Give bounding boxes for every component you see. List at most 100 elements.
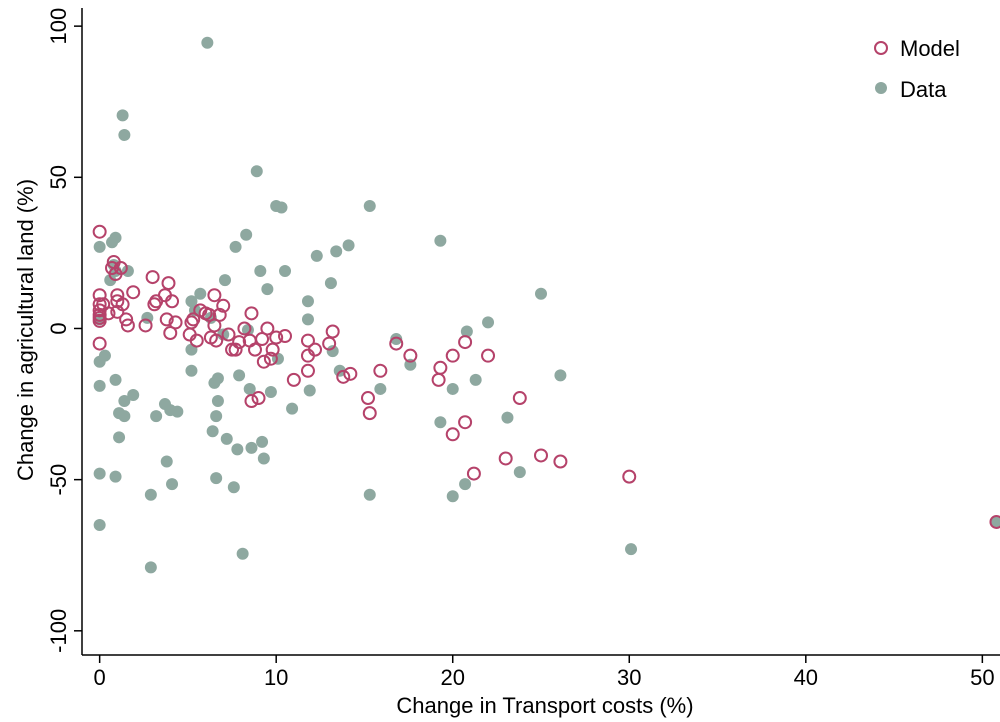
data-point <box>144 488 157 501</box>
data-point <box>513 466 526 479</box>
model-point <box>92 336 107 351</box>
model-point <box>362 406 377 421</box>
data-point <box>185 343 198 356</box>
model-point <box>336 369 351 384</box>
y-tick-label: -50 <box>46 464 71 496</box>
x-axis: 0 10 20 30 40 50 <box>82 654 1000 690</box>
data-point <box>185 295 198 308</box>
data-point <box>211 395 224 408</box>
model-point <box>251 391 266 406</box>
model-point <box>145 270 160 285</box>
x-tick-label: 50 <box>970 665 994 690</box>
model-point <box>207 318 222 333</box>
y-tick-label: 0 <box>46 322 71 334</box>
model-point <box>458 415 473 430</box>
x-tick-label: 20 <box>440 665 464 690</box>
model-series <box>92 224 1000 529</box>
data-point <box>104 274 117 287</box>
model-point <box>286 372 301 387</box>
data-point <box>310 249 323 262</box>
data-point <box>206 425 219 438</box>
data-point <box>218 274 231 287</box>
model-point <box>512 391 527 406</box>
model-point <box>221 327 236 342</box>
y-tick-label: 100 <box>46 8 71 45</box>
model-point <box>445 427 460 442</box>
model-point <box>212 307 227 322</box>
data-point <box>535 287 547 300</box>
data-point <box>109 231 122 244</box>
data-point <box>98 349 111 362</box>
data-point <box>171 405 184 418</box>
data-point <box>625 543 638 556</box>
data-point <box>233 369 246 382</box>
data-point <box>109 373 122 386</box>
model-point <box>265 342 280 357</box>
model-point <box>300 363 315 378</box>
model-point <box>360 391 375 406</box>
model-point <box>244 306 259 321</box>
data-point <box>279 265 292 278</box>
data-point <box>194 287 207 300</box>
data-point <box>501 411 514 424</box>
data-point <box>211 372 224 385</box>
model-point <box>498 451 513 466</box>
model-point <box>260 321 275 336</box>
data-point <box>150 410 163 423</box>
data-point <box>326 345 339 358</box>
model-point <box>263 351 278 366</box>
data-point <box>210 410 223 423</box>
data-point <box>257 452 270 465</box>
data-point <box>113 431 126 444</box>
data-point <box>201 36 214 49</box>
data-point <box>256 435 269 448</box>
data-point <box>236 547 249 560</box>
model-point <box>186 312 201 327</box>
model-point <box>256 354 271 369</box>
data-point <box>121 265 134 278</box>
data-point <box>459 478 472 491</box>
data-point <box>231 443 244 456</box>
x-axis-title: Change in Transport costs (%) <box>396 693 693 718</box>
x-tick-label: 10 <box>264 665 288 690</box>
data-point <box>374 382 387 395</box>
model-point <box>138 318 153 333</box>
y-tick-label: -100 <box>46 609 71 653</box>
model-point <box>168 315 183 330</box>
data-point <box>330 245 343 258</box>
legend: Model Data <box>874 36 960 102</box>
model-point <box>244 394 259 409</box>
data-point <box>554 369 567 382</box>
data-point <box>220 432 233 445</box>
data-point <box>482 316 495 329</box>
data-point <box>210 472 223 485</box>
model-point <box>445 348 460 363</box>
model-point <box>989 514 1000 529</box>
data-point <box>342 239 355 252</box>
data-point <box>301 313 314 326</box>
data-point <box>446 382 459 395</box>
model-point <box>92 313 107 328</box>
model-point <box>389 336 404 351</box>
model-point <box>202 307 217 322</box>
data-point <box>245 441 258 454</box>
model-point <box>92 288 107 303</box>
model-point <box>322 336 337 351</box>
model-point <box>278 329 293 344</box>
model-point <box>622 469 637 484</box>
model-point <box>466 466 481 481</box>
model-point <box>300 333 315 348</box>
model-point <box>163 326 178 341</box>
model-point <box>458 335 473 350</box>
data-point <box>93 518 106 531</box>
data-point <box>333 364 346 377</box>
data-point <box>160 455 173 468</box>
data-point <box>460 325 473 338</box>
model-point <box>308 342 323 357</box>
data-point <box>363 200 376 213</box>
data-point <box>93 467 106 480</box>
model-point <box>92 224 107 239</box>
x-tick-label: 0 <box>94 665 106 690</box>
model-point <box>553 454 568 469</box>
model-point <box>119 312 134 327</box>
